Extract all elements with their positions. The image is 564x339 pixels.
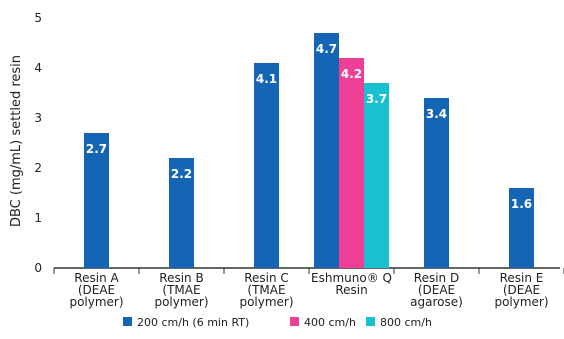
bar [339,58,364,268]
x-category-label: agarose) [410,295,463,309]
x-category-label: Resin D [414,271,459,285]
y-tick-label: 3 [34,111,42,125]
x-category-label: polymer) [154,295,208,309]
data-label: 2.2 [171,167,192,181]
data-label: 4.1 [256,72,277,86]
x-category-label: Resin [335,283,367,297]
x-category-label: Resin E [500,271,544,285]
legend-label: 400 cm/h [304,316,356,329]
legend-swatch [290,317,299,326]
y-tick-label: 5 [34,11,42,25]
data-label: 4.2 [341,67,362,81]
data-label: 1.6 [511,197,532,211]
legend-label: 800 cm/h [380,316,432,329]
x-category-label: polymer) [239,295,293,309]
x-category-label: polymer) [69,295,123,309]
bar [424,98,449,268]
bar [169,158,194,268]
y-tick-label: 2 [34,161,42,175]
legend-label: 200 cm/h (6 min RT) [137,316,249,329]
data-label: 4.7 [316,42,337,56]
bar [254,63,279,268]
x-category-label: (TMAE [162,283,200,297]
y-axis-title: DBC (mg/mL) settled resin [9,55,24,227]
legend: 200 cm/h (6 min RT) 400 cm/h 800 cm/h [123,316,432,329]
x-category-label: Resin C [244,271,289,285]
x-category-label: Eshmuno® Q [311,271,392,285]
y-tick-label: 0 [34,261,42,275]
x-category-label: polymer) [494,295,548,309]
data-label: 2.7 [86,142,107,156]
bar [84,133,109,268]
bar [364,83,389,268]
y-tick-label: 1 [34,211,42,225]
x-category-label: (DEAE [418,283,455,297]
x-category-label: (TMAE [247,283,285,297]
bar [314,33,339,268]
x-category-label: Resin A [74,271,119,285]
x-category-label: Resin B [159,271,203,285]
bar [509,188,534,268]
data-label: 3.7 [366,92,387,106]
y-tick-label: 4 [34,61,42,75]
x-category-label: (DEAE [78,283,115,297]
data-label: 3.4 [426,107,447,121]
x-category-label: (DEAE [503,283,540,297]
legend-swatch [123,317,132,326]
legend-swatch [366,317,375,326]
